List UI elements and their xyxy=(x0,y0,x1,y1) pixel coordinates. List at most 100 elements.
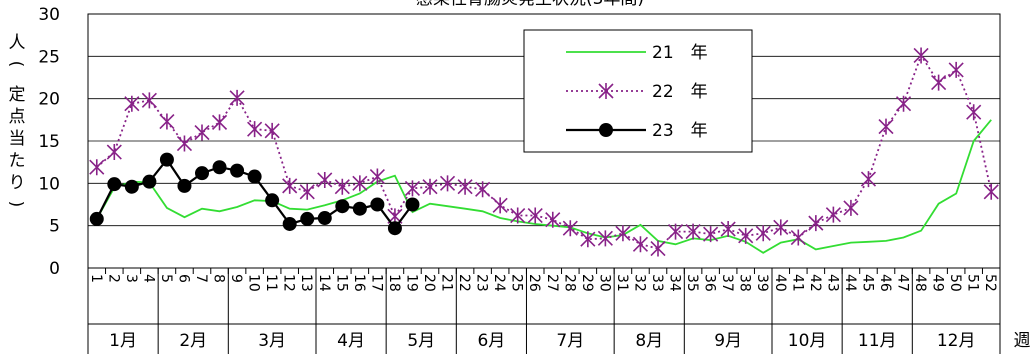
legend: 21 年 22 年 23 年 xyxy=(523,29,753,153)
data-point xyxy=(599,123,613,137)
data-point xyxy=(141,92,157,109)
data-point xyxy=(492,197,508,214)
month-label: 8月 xyxy=(635,331,663,351)
data-point xyxy=(895,95,912,112)
week-label-27: 27 xyxy=(544,274,560,292)
week-label-6: 6 xyxy=(175,274,191,283)
x-axis-week-labels: 1 2 3 4 5 6 7 8 9 10 11 12 13 14 15 16 17 18 19 20 21 22 23 24 2… xyxy=(87,268,1001,292)
week-label-44: 44 xyxy=(842,274,858,292)
data-point xyxy=(439,175,456,192)
y-label-char: 人 xyxy=(9,33,26,53)
week-label-1: 1 xyxy=(88,274,104,283)
week-label-35: 35 xyxy=(684,274,700,292)
data-point xyxy=(843,199,859,216)
data-point xyxy=(264,122,280,139)
data-point xyxy=(597,230,613,247)
data-point xyxy=(580,231,596,248)
data-point xyxy=(527,207,543,224)
data-point xyxy=(230,163,245,178)
y-label-char: 点 xyxy=(9,107,26,127)
week-label-47: 47 xyxy=(895,274,911,292)
week-label-2: 2 xyxy=(105,274,121,283)
data-point xyxy=(685,223,701,240)
data-point xyxy=(650,240,666,257)
data-point xyxy=(212,160,227,175)
data-point xyxy=(89,159,105,176)
y-tick-label: 20 xyxy=(38,90,60,110)
week-label-34: 34 xyxy=(667,274,683,292)
data-point xyxy=(545,211,561,228)
data-point xyxy=(159,113,175,130)
data-point xyxy=(475,181,491,198)
y-tick-label: 25 xyxy=(38,47,60,67)
data-point xyxy=(195,166,209,181)
data-point xyxy=(948,61,964,78)
y-label-char: 定 xyxy=(9,85,26,105)
legend-label: 22 年 xyxy=(652,82,708,102)
month-label: 7月 xyxy=(556,331,584,351)
x-axis-label: 週 xyxy=(1014,331,1031,351)
week-label-22: 22 xyxy=(456,274,472,292)
week-label-32: 32 xyxy=(631,274,647,292)
data-point xyxy=(159,152,174,167)
week-label-26: 26 xyxy=(526,274,542,292)
data-point xyxy=(405,197,420,212)
data-point xyxy=(107,177,122,192)
week-label-50: 50 xyxy=(947,274,963,292)
x-axis-month-labels: 1月 2月 3月 4月 5月 6月 7月 8月 9月 10月 11月 12月 xyxy=(87,268,1001,354)
data-point xyxy=(422,178,438,195)
week-label-39: 39 xyxy=(754,274,770,292)
data-point xyxy=(106,144,122,161)
week-label-3: 3 xyxy=(123,274,139,283)
data-point xyxy=(510,207,526,224)
week-label-16: 16 xyxy=(351,274,367,292)
data-point xyxy=(335,199,350,214)
data-point xyxy=(720,221,736,238)
y-tick-label: 0 xyxy=(49,259,60,279)
data-point xyxy=(177,178,192,193)
data-point xyxy=(878,118,894,135)
month-label: 2月 xyxy=(179,331,207,351)
data-point xyxy=(562,220,578,237)
series-3 xyxy=(89,152,420,236)
week-label-21: 21 xyxy=(439,274,455,292)
data-point xyxy=(369,168,385,185)
data-point xyxy=(370,197,385,212)
month-label: 5月 xyxy=(407,331,435,351)
y-tick-label: 10 xyxy=(38,174,60,194)
y-label-char: ) xyxy=(6,201,26,208)
data-point xyxy=(282,177,298,194)
week-label-4: 4 xyxy=(140,274,156,283)
month-label: 4月 xyxy=(337,331,365,351)
y-label-char: 当 xyxy=(9,129,26,149)
y-tick-label: 15 xyxy=(38,132,60,152)
week-label-36: 36 xyxy=(702,274,718,292)
week-label-7: 7 xyxy=(193,274,209,283)
week-label-42: 42 xyxy=(807,274,823,292)
week-label-38: 38 xyxy=(737,274,753,292)
data-point xyxy=(300,211,315,226)
y-label-char: り xyxy=(9,173,26,193)
legend-label: 23 年 xyxy=(652,121,708,141)
series-line xyxy=(96,119,992,254)
data-point xyxy=(317,171,333,188)
data-point xyxy=(247,169,262,184)
data-point xyxy=(598,83,614,99)
week-label-15: 15 xyxy=(333,274,349,292)
y-axis-ticks: 0 5 10 15 20 25 30 xyxy=(38,5,60,279)
data-point xyxy=(615,225,631,242)
week-label-13: 13 xyxy=(298,274,314,292)
week-label-19: 19 xyxy=(403,274,419,292)
month-label: 11月 xyxy=(858,331,897,351)
data-point xyxy=(247,121,263,138)
chart-title: 感染性胃腸炎発生状況(3年間) xyxy=(416,0,644,9)
week-label-24: 24 xyxy=(491,274,507,292)
legend-label: 21 年 xyxy=(652,43,708,63)
week-label-37: 37 xyxy=(719,274,735,292)
week-label-18: 18 xyxy=(386,274,402,292)
week-label-28: 28 xyxy=(561,274,577,292)
month-label: 12月 xyxy=(937,331,976,351)
y-tick-label: 30 xyxy=(38,5,60,25)
